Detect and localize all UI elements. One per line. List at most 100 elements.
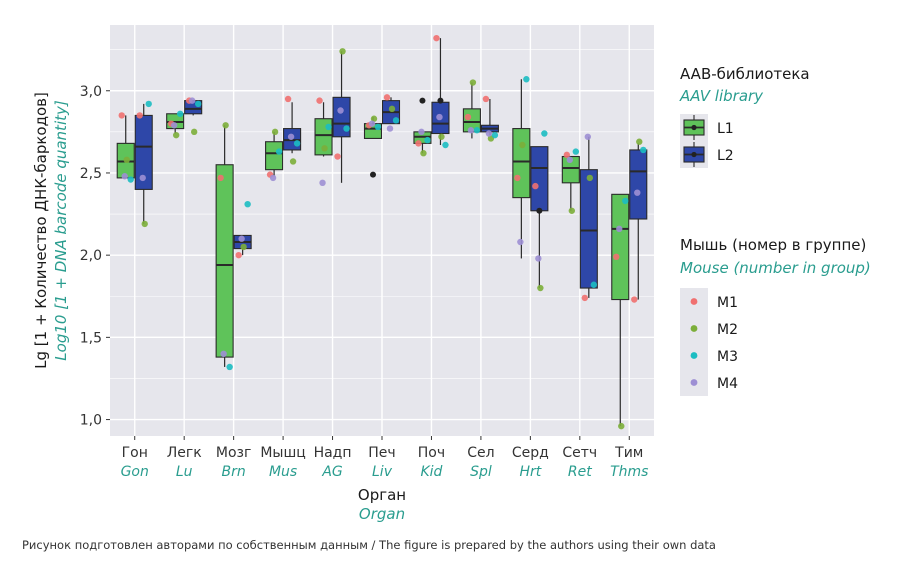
point-M3 bbox=[640, 146, 647, 154]
point-M1 bbox=[563, 151, 571, 159]
point-M3 bbox=[541, 130, 548, 137]
outlier-point bbox=[370, 171, 376, 178]
y-tick-label: 3,0 bbox=[80, 84, 102, 100]
y-tick-label: 2,5 bbox=[80, 166, 102, 182]
point-M3 bbox=[622, 197, 629, 205]
point-M4 bbox=[287, 133, 295, 140]
x-tick-label: Надп bbox=[314, 445, 352, 461]
legend-key-point-M3 bbox=[690, 352, 698, 359]
point-M3 bbox=[176, 110, 184, 117]
point-M1 bbox=[464, 113, 472, 121]
point-M1 bbox=[235, 251, 242, 259]
point-M4 bbox=[566, 156, 574, 164]
point-M4 bbox=[238, 235, 245, 242]
y-tick-label: 1,0 bbox=[80, 413, 102, 429]
box-L2-Thms bbox=[629, 149, 648, 220]
point-M1 bbox=[334, 153, 341, 160]
y-tick-label: 1,5 bbox=[80, 330, 102, 346]
y-axis-ticks: 1,0 1,5 2,0 2,5 3,0 bbox=[80, 84, 110, 429]
point-M4 bbox=[584, 133, 592, 140]
point-M1 bbox=[631, 296, 638, 303]
point-M3 bbox=[127, 176, 134, 183]
point-M1 bbox=[482, 95, 490, 103]
point-M4 bbox=[139, 174, 146, 182]
point-M3 bbox=[325, 123, 332, 131]
point-M2 bbox=[289, 158, 297, 165]
point-M3 bbox=[374, 123, 382, 131]
x-tick-label: Сел bbox=[467, 445, 494, 461]
point-M3 bbox=[491, 131, 499, 139]
point-M3 bbox=[343, 125, 350, 132]
point-M2 bbox=[469, 79, 477, 86]
legend-key-dot bbox=[691, 124, 697, 131]
x-tick-label: Печ bbox=[368, 445, 395, 461]
point-M2 bbox=[123, 156, 130, 164]
point-M2 bbox=[190, 128, 198, 136]
legend-library: AAB-библиотека AAV library L1 L2 bbox=[679, 65, 810, 168]
point-M3 bbox=[145, 100, 152, 108]
point-M4 bbox=[485, 130, 493, 137]
data-points bbox=[118, 34, 647, 430]
point-M1 bbox=[433, 34, 440, 42]
point-M2 bbox=[420, 150, 427, 157]
x-tick-label: Тим bbox=[614, 445, 643, 461]
x-tick-label: Поч bbox=[418, 445, 445, 461]
point-M4 bbox=[220, 350, 227, 357]
legend-label-M3: M3 bbox=[717, 349, 738, 365]
legend-mouse-title: Мышь (номер в группе) bbox=[680, 236, 866, 254]
figure-caption: Рисунок подготовлен авторами по собствен… bbox=[22, 538, 716, 552]
x-tick-label: Сетч bbox=[562, 445, 597, 461]
x-tick-label: Мышц bbox=[260, 445, 305, 461]
legend-label-L1: L1 bbox=[717, 121, 734, 137]
x-tick-label-en: Hrt bbox=[519, 464, 541, 480]
chart: 1,0 1,5 2,0 2,5 3,0 Гон Gon Легк Lu Мозг Brn Мышц M… bbox=[32, 25, 871, 523]
x-tick-label: Мозг bbox=[216, 445, 251, 461]
point-M2 bbox=[172, 131, 180, 139]
point-M3 bbox=[226, 363, 233, 371]
legend-label-M1: M1 bbox=[717, 295, 738, 311]
point-M1 bbox=[316, 97, 323, 104]
point-M1 bbox=[514, 174, 521, 182]
grid-lines bbox=[110, 25, 654, 436]
y-tick-label: 2,0 bbox=[80, 248, 102, 264]
legend-key-point-M2 bbox=[690, 325, 698, 332]
outlier-point bbox=[437, 97, 444, 104]
point-M2 bbox=[222, 122, 229, 129]
point-M3 bbox=[424, 136, 431, 144]
point-M2 bbox=[586, 174, 594, 182]
legend-key-point-M4 bbox=[690, 379, 698, 386]
point-M4 bbox=[418, 128, 425, 136]
box-L1-Hrt bbox=[512, 128, 531, 199]
x-tick-label-en: Spl bbox=[470, 464, 492, 480]
x-tick-label-en: Ret bbox=[568, 464, 592, 480]
x-tick-label: Гон bbox=[122, 445, 148, 461]
point-M3 bbox=[590, 281, 598, 288]
point-M2 bbox=[271, 128, 279, 136]
box-L1-Ret bbox=[561, 155, 580, 184]
legend-label-L2: L2 bbox=[717, 148, 734, 164]
legend-mouse: Мышь (номер в группе) Mouse (number in g… bbox=[680, 236, 871, 396]
point-M4 bbox=[319, 179, 326, 187]
x-axis-title: Орган bbox=[358, 486, 406, 504]
point-M2 bbox=[568, 207, 576, 214]
point-M2 bbox=[141, 220, 148, 228]
point-M3 bbox=[442, 141, 449, 149]
point-M4 bbox=[616, 225, 623, 233]
point-M1 bbox=[217, 174, 224, 182]
point-M2 bbox=[438, 133, 445, 140]
point-M4 bbox=[170, 122, 178, 129]
point-M4 bbox=[188, 97, 196, 104]
point-M3 bbox=[392, 117, 400, 124]
point-M4 bbox=[517, 238, 524, 246]
point-M3 bbox=[194, 100, 202, 108]
y-axis-title: Lg [1 + Количество ДНК-баркодов] bbox=[32, 92, 50, 369]
point-M4 bbox=[386, 125, 394, 132]
x-axis-title-en: Organ bbox=[359, 505, 405, 523]
point-M1 bbox=[284, 95, 292, 103]
point-M1 bbox=[118, 112, 125, 119]
point-M1 bbox=[532, 182, 539, 190]
point-M3 bbox=[275, 148, 283, 155]
point-M3 bbox=[293, 140, 301, 147]
legend-mouse-title-en: Mouse (number in group) bbox=[680, 259, 871, 277]
x-axis-ticks: Гон Gon Легк Lu Мозг Brn Мышц Mus Надп AG Печ Liv По… bbox=[121, 436, 648, 480]
